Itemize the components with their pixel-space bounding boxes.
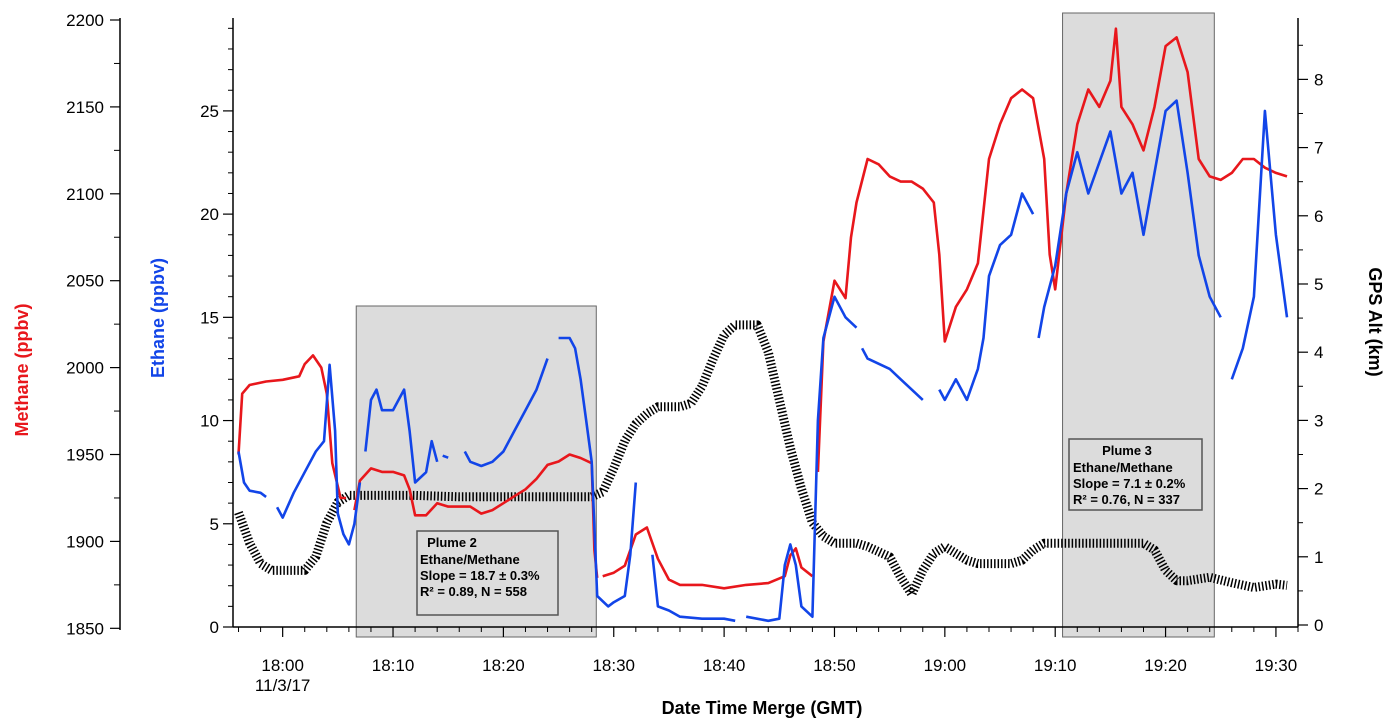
ethane-tick-label: 0 xyxy=(210,618,219,637)
altitude-tick-label: 3 xyxy=(1314,411,1323,430)
altitude-tick-label: 2 xyxy=(1314,480,1323,499)
ethane-tick-label: 20 xyxy=(200,205,219,224)
methane-tick-label: 1950 xyxy=(66,446,104,465)
series xyxy=(234,27,1289,623)
altitude-tick-label: 6 xyxy=(1314,207,1323,226)
altitude-tick-label: 4 xyxy=(1314,343,1323,362)
plume-line: R² = 0.76, N = 337 xyxy=(1073,492,1180,507)
ethane-tick-label: 10 xyxy=(200,412,219,431)
x-tick-label: 18:20 xyxy=(482,656,525,675)
methane-axis-title: Methane (ppbv) xyxy=(12,303,32,436)
ethane-tick-label: 25 xyxy=(200,102,219,121)
plume-regions xyxy=(355,12,1215,638)
ethane-axis: 0 5 10 15 20 25 xyxy=(200,18,234,637)
altitude-axis-title: GPS Alt (km) xyxy=(1365,267,1385,376)
plume-title: Plume 3 xyxy=(1102,443,1152,458)
ethane-tick-label: 5 xyxy=(210,515,219,534)
series-line-ethane xyxy=(237,99,1289,623)
methane-tick-label: 2200 xyxy=(66,11,104,30)
plume-box xyxy=(1068,438,1203,511)
plume-line: Slope = 18.7 ± 0.3% xyxy=(420,568,540,583)
plume-line: Slope = 7.1 ± 0.2% xyxy=(1073,476,1186,491)
methane-tick-label: 1900 xyxy=(66,532,104,551)
altitude-tick-label: 1 xyxy=(1314,548,1323,567)
methane-tick-label: 2100 xyxy=(66,185,104,204)
altitude-tick-label: 8 xyxy=(1314,70,1323,89)
x-date-label: 11/3/17 xyxy=(255,676,310,695)
plume-line: Ethane/Methane xyxy=(1073,460,1173,475)
x-tick-label: 18:30 xyxy=(592,656,635,675)
x-tick-label: 18:00 xyxy=(261,656,304,675)
x-tick-label: 19:30 xyxy=(1255,656,1298,675)
plume-line: Ethane/Methane xyxy=(420,552,520,567)
plume-title: Plume 2 xyxy=(427,535,477,550)
x-tick-label: 18:10 xyxy=(372,656,415,675)
methane-tick-label: 2150 xyxy=(66,98,104,117)
plume-line: R² = 0.89, N = 558 xyxy=(420,584,527,599)
x-tick-label: 19:20 xyxy=(1144,656,1187,675)
x-axis: 18:00 18:10 18:20 18:30 18:40 18:50 19:00 19:10… xyxy=(233,626,1299,695)
series-line-methane xyxy=(237,27,1288,590)
x-tick-label: 18:40 xyxy=(703,656,746,675)
x-tick-label: 18:50 xyxy=(813,656,856,675)
altitude-tick-label: 0 xyxy=(1314,616,1323,635)
plume-box xyxy=(416,530,559,616)
altitude-axis: 0 1 2 3 4 5 6 7 8 xyxy=(1297,18,1323,635)
methane-tick-label: 2000 xyxy=(66,359,104,378)
plume-region xyxy=(1062,12,1215,638)
methane-tick-label: 1850 xyxy=(66,619,104,638)
x-tick-label: 19:00 xyxy=(924,656,967,675)
altitude-tick-label: 5 xyxy=(1314,275,1323,294)
x-axis-title: Date Time Merge (GMT) xyxy=(662,698,863,718)
altitude-tick-label: 7 xyxy=(1314,139,1323,158)
x-tick-label: 19:10 xyxy=(1034,656,1077,675)
methane-tick-label: 2050 xyxy=(66,272,104,291)
ethane-tick-label: 15 xyxy=(200,308,219,327)
ethane-axis-title: Ethane (ppbv) xyxy=(148,258,168,378)
methane-axis: 1850 1900 1950 2000 2050 2100 2150 2200 xyxy=(66,11,121,638)
